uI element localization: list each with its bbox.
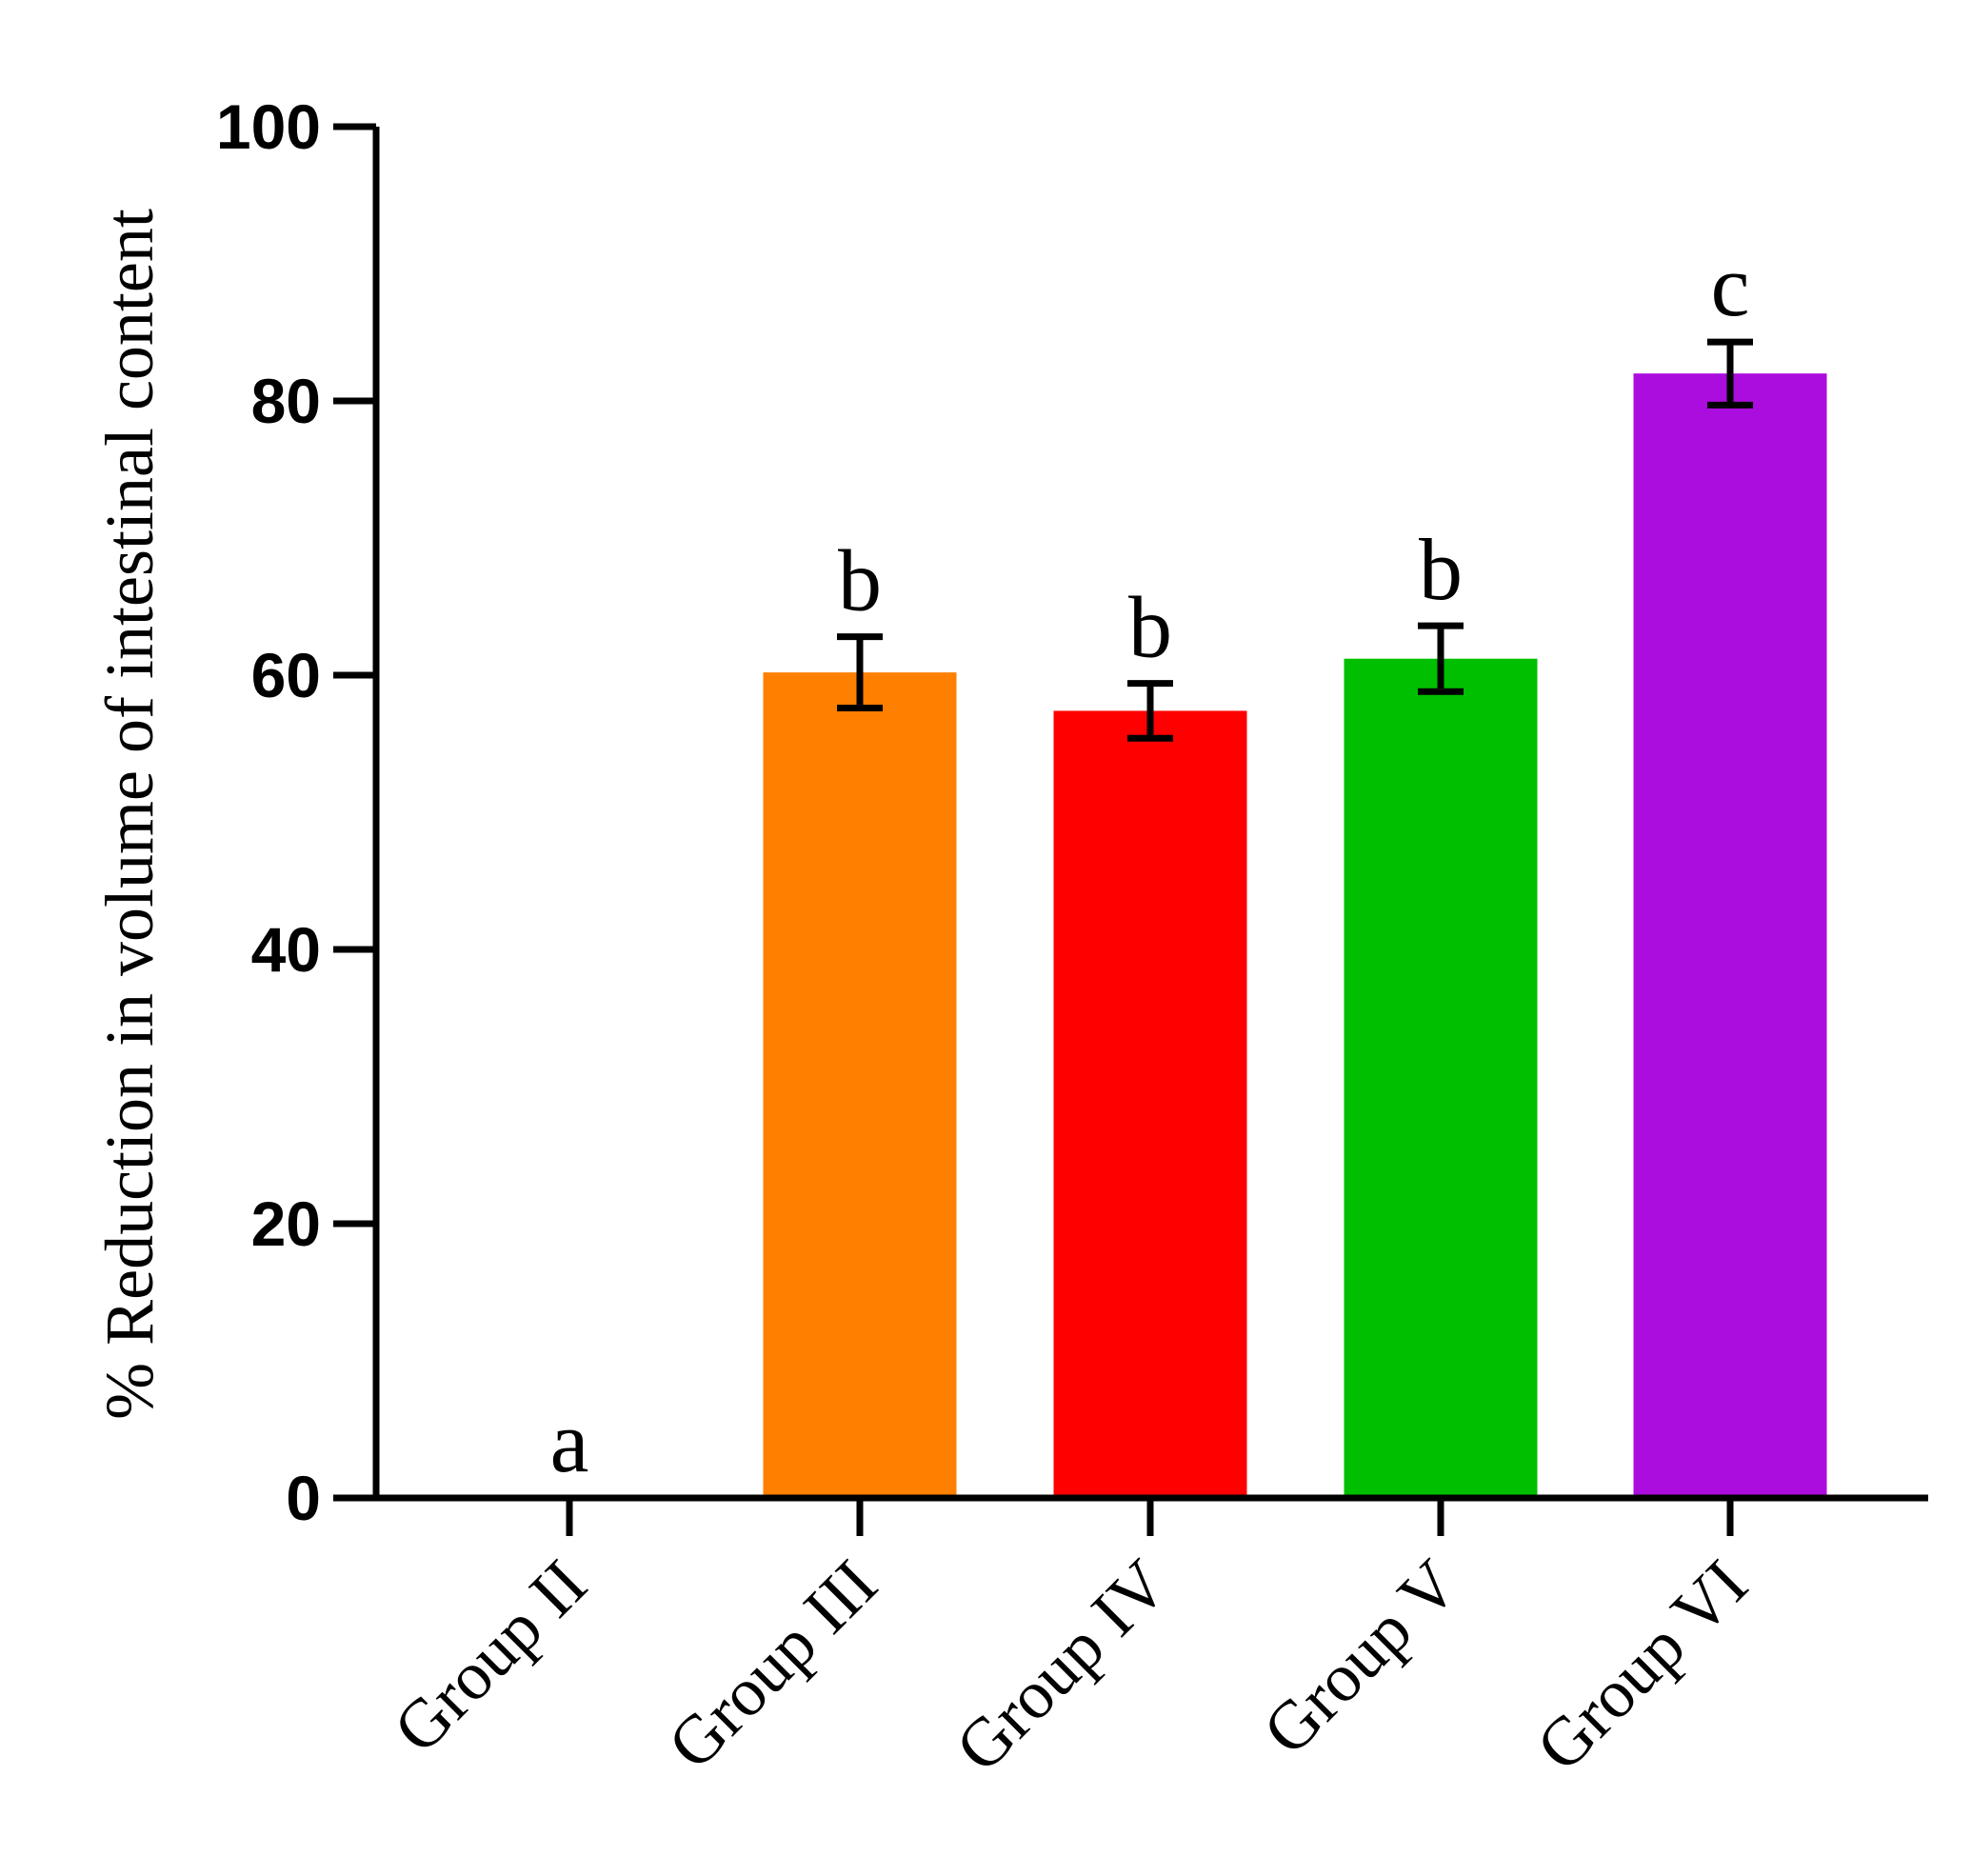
bar-1 (763, 672, 957, 1498)
y-axis-label: % Reduction in volume of intestinal cont… (91, 209, 168, 1420)
error-bar-2 (1127, 680, 1173, 742)
significance-label-1: b (838, 532, 882, 629)
significance-label-4: c (1711, 237, 1750, 334)
significance-label-2: b (1128, 579, 1172, 676)
category-label-1: Group III (653, 1546, 891, 1784)
significance-label-0: a (550, 1393, 589, 1490)
category-label-3: Group V (1248, 1546, 1472, 1769)
y-tick-label-2: 40 (251, 914, 321, 985)
bar-2 (1053, 710, 1247, 1498)
error-bar-3 (1418, 622, 1464, 695)
y-tick-label-0: 0 (286, 1463, 321, 1533)
significance-label-3: b (1419, 521, 1463, 618)
y-tick-label-5: 100 (216, 91, 321, 162)
y-tick-label-3: 60 (251, 640, 321, 710)
y-tick-label-1: 20 (251, 1188, 321, 1259)
y-tick-label-4: 80 (251, 366, 321, 436)
category-label-2: Group IV (941, 1546, 1182, 1786)
category-label-4: Group VI (1522, 1546, 1762, 1786)
error-bar-1 (837, 633, 883, 712)
error-bar-4 (1707, 338, 1753, 409)
bar-3 (1344, 658, 1538, 1498)
category-label-0: Group II (379, 1546, 601, 1767)
bar-4 (1633, 373, 1827, 1499)
